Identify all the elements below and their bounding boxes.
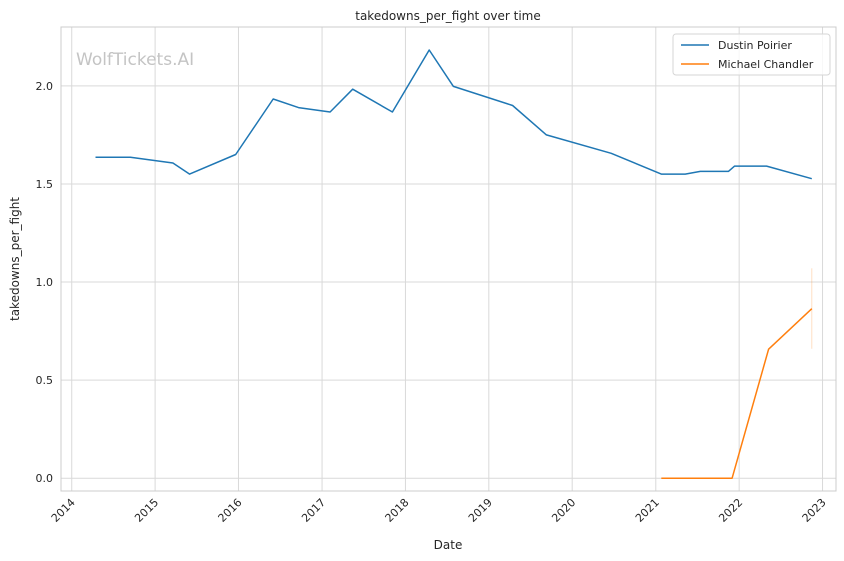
y-tick-label: 0.5 <box>36 374 54 387</box>
x-axis-title: Date <box>434 538 463 552</box>
series-layer <box>95 49 813 479</box>
plot-frame <box>60 26 837 492</box>
grid <box>61 27 836 491</box>
chart-title: takedowns_per_fight over time <box>355 9 541 23</box>
series-line-dustin-poirier <box>95 49 813 180</box>
watermark-text: WolfTickets.AI <box>76 50 194 70</box>
legend-box <box>672 33 831 76</box>
y-tick-label: 1.5 <box>36 178 54 191</box>
y-tick-label: 0.0 <box>36 472 54 485</box>
series-line-michael-chandler <box>661 308 813 479</box>
legend-label-dustin-poirier: Dustin Poirier <box>718 39 792 52</box>
y-tick-label: 2.0 <box>36 80 54 93</box>
legend-label-michael-chandler: Michael Chandler <box>718 58 814 71</box>
y-axis-title: takedowns_per_fight <box>8 197 22 321</box>
y-tick-labels: 0.0 0.5 1.0 1.5 2.0 <box>36 80 54 485</box>
legend: Dustin Poirier Michael Chandler <box>672 33 831 76</box>
y-tick-label: 1.0 <box>36 276 54 289</box>
